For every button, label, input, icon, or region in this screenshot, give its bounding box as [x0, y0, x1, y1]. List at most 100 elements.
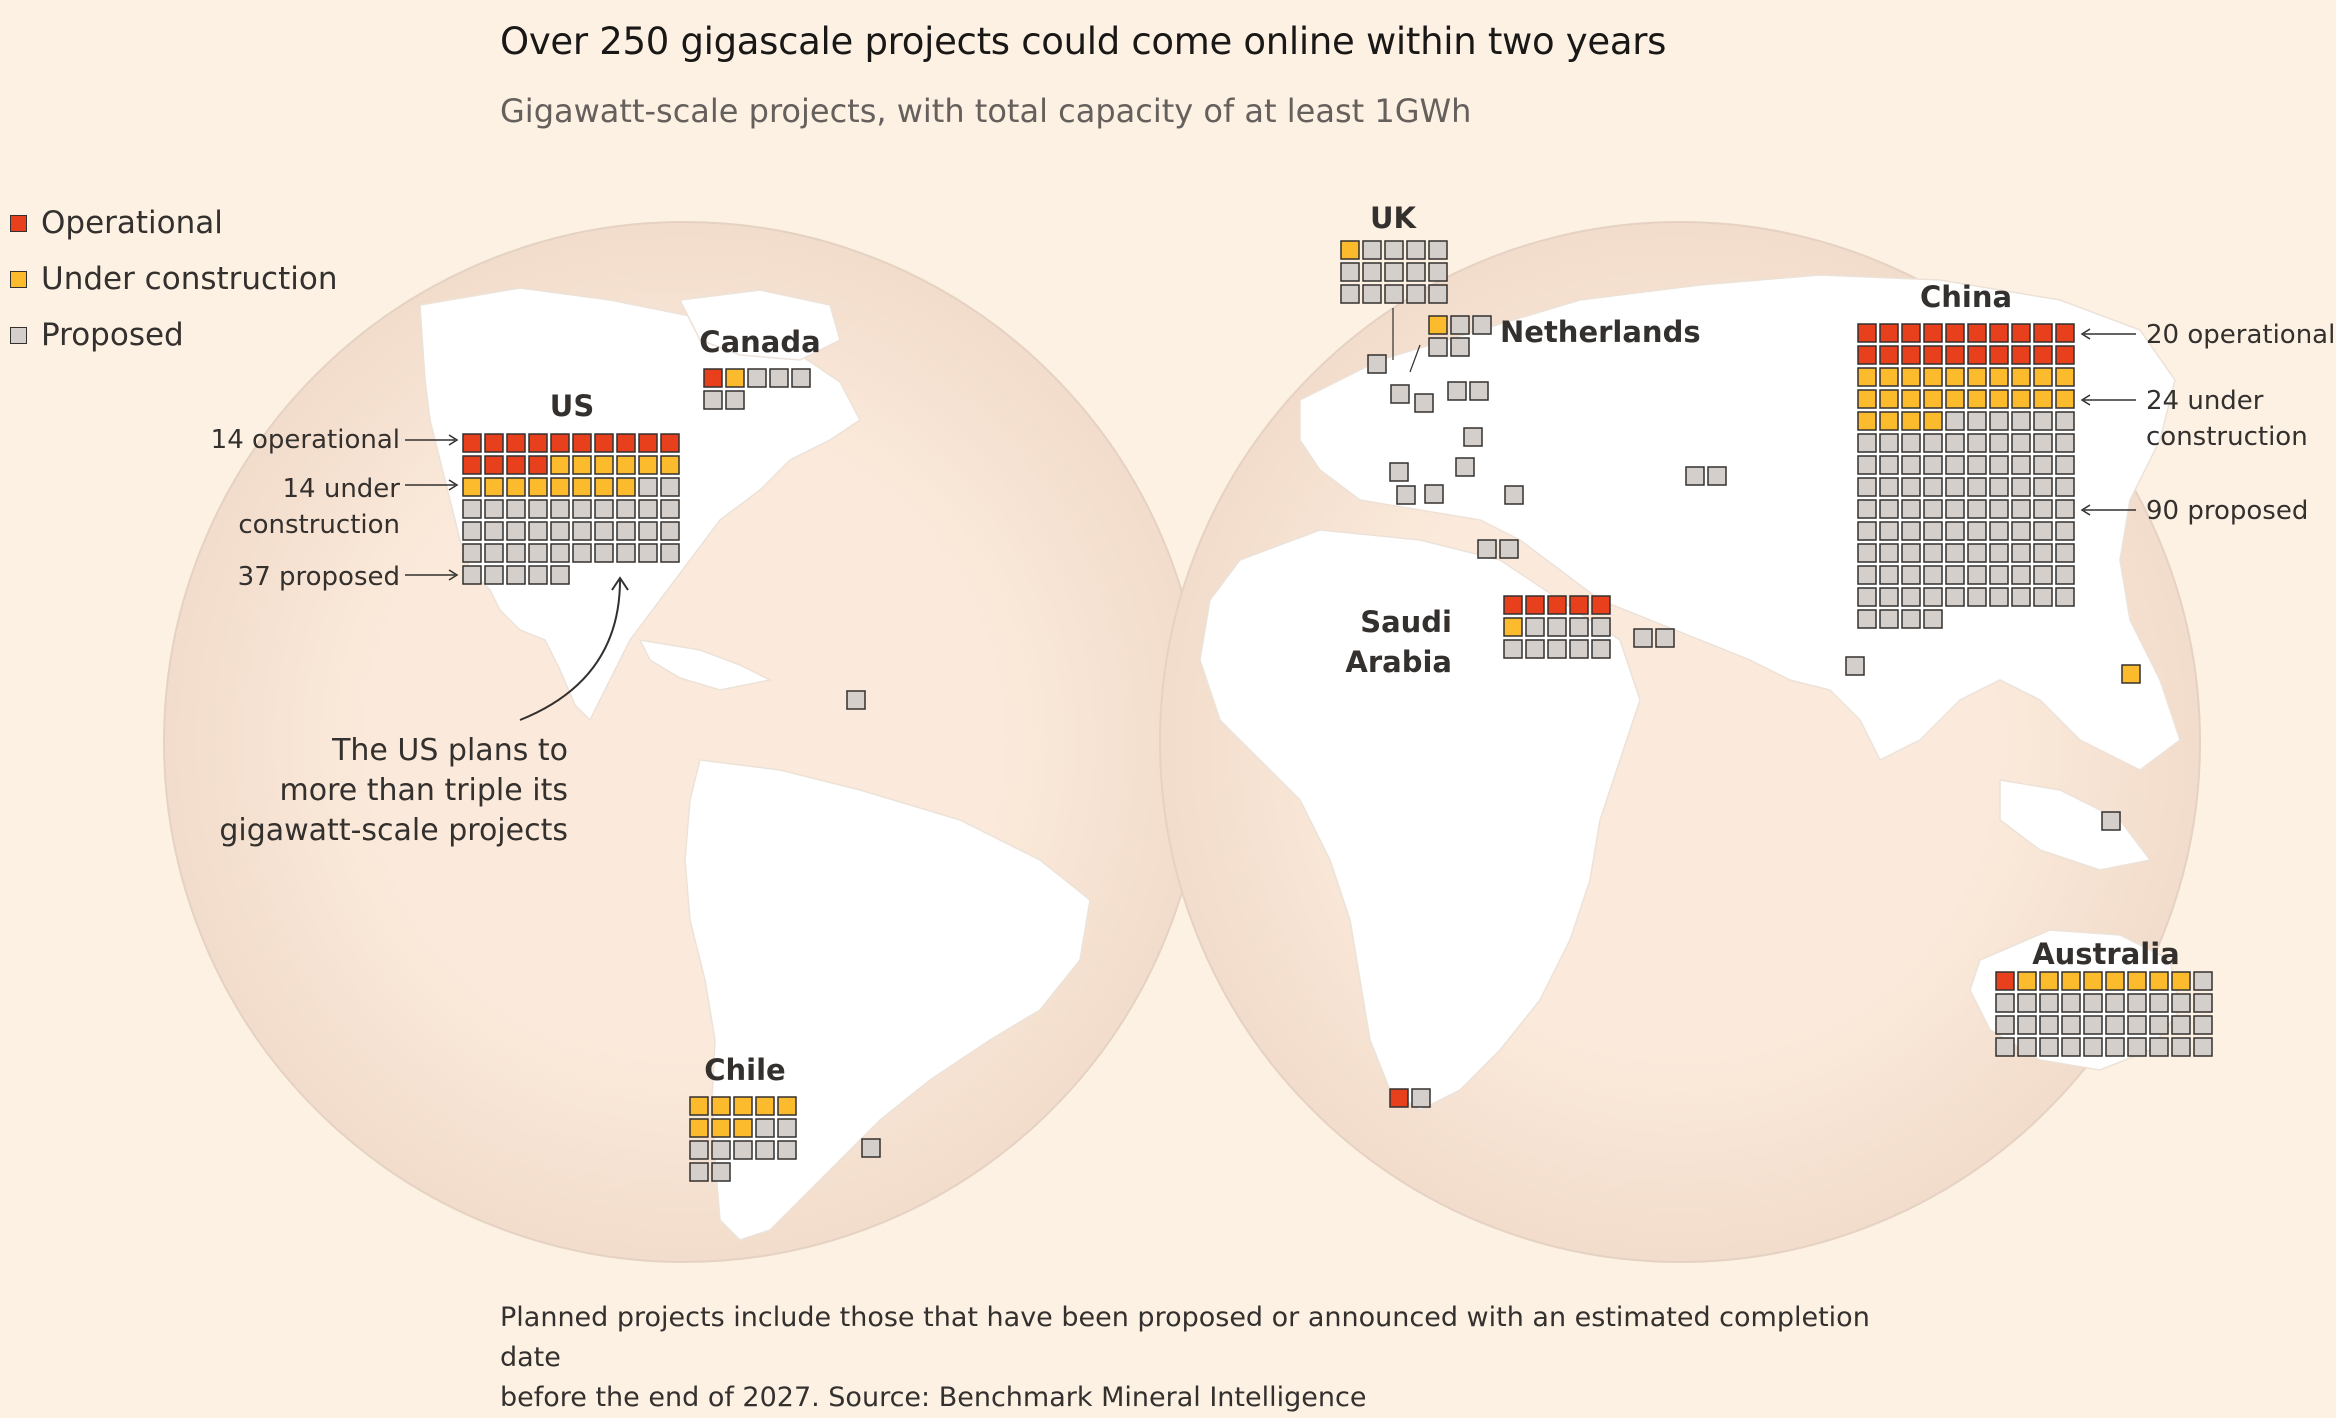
waffle-cell-china-proposed: [1945, 411, 1965, 431]
waffle-cell-us-under-construction: [484, 477, 504, 497]
waffle-cell-us-proposed: [638, 543, 658, 563]
waffle-cell-china-proposed: [1923, 587, 1943, 607]
waffle-cell-china-proposed: [1879, 477, 1899, 497]
waffle-cell-china-under-construction: [1901, 411, 1921, 431]
waffle-cell-china-under-construction: [1901, 367, 1921, 387]
chart-title: Over 250 gigascale projects could come o…: [500, 20, 1667, 63]
label-saudi-2: Arabia: [1345, 645, 1452, 679]
waffle-cell-china-proposed: [1857, 455, 1877, 475]
waffle-cell-china-operational: [1945, 345, 1965, 365]
waffle-cell-china-under-construction: [1945, 389, 1965, 409]
anno-us-note-2: more than triple its: [280, 773, 569, 808]
waffle-cell-us-under-construction: [528, 477, 548, 497]
waffle-cell-china-operational: [2011, 323, 2031, 343]
waffle-cell-china-operational: [2011, 345, 2031, 365]
waffle-cell-china-proposed: [1967, 521, 1987, 541]
waffle-cell-australia-proposed: [2149, 1037, 2169, 1057]
waffle-cell-chile-under-construction: [711, 1118, 731, 1138]
waffle-cell-china-under-construction: [2033, 367, 2053, 387]
waffle-cell-china-under-construction: [1967, 389, 1987, 409]
project-square-proposed: [1499, 539, 1519, 559]
waffle-cell-uk-proposed: [1406, 262, 1426, 282]
waffle-cell-china-proposed: [1989, 477, 2009, 497]
anno-us-operational: 14 operational: [211, 425, 400, 455]
waffle-cell-saudi-arabia-proposed: [1525, 639, 1545, 659]
legend-item-operational: Operational: [10, 195, 337, 251]
waffle-cell-china-proposed: [1879, 433, 1899, 453]
waffle-cell-australia-proposed: [2039, 993, 2059, 1013]
waffle-cell-china-proposed: [2033, 433, 2053, 453]
waffle-cell-china-proposed: [1967, 411, 1987, 431]
waffle-cell-us-proposed: [550, 543, 570, 563]
waffle-cell-australia-proposed: [2171, 993, 2191, 1013]
waffle-cell-china-proposed: [2055, 565, 2075, 585]
waffle-cell-china-under-construction: [1923, 411, 1943, 431]
waffle-cell-us-operational: [506, 455, 526, 475]
label-saudi-1: Saudi: [1360, 605, 1452, 639]
waffle-cell-uk-proposed: [1384, 262, 1404, 282]
project-square-under-construction: [2121, 664, 2141, 684]
waffle-cell-china-under-construction: [1945, 367, 1965, 387]
waffle-cell-australia-proposed: [2149, 1015, 2169, 1035]
waffle-cell-china-under-construction: [2055, 389, 2075, 409]
waffle-cell-chile-proposed: [689, 1140, 709, 1160]
waffle-cell-china-proposed: [2011, 455, 2031, 475]
legend-swatch-under-construction: [10, 270, 27, 288]
waffle-cell-china-proposed: [1989, 543, 2009, 563]
waffle-cell-uk-proposed: [1362, 262, 1382, 282]
footnote: Planned projects include those that have…: [500, 1298, 1900, 1418]
waffle-cell-china-operational: [2055, 323, 2075, 343]
waffle-cell-australia-proposed: [2127, 1015, 2147, 1035]
waffle-cell-australia-proposed: [2039, 1015, 2059, 1035]
waffle-cell-china-proposed: [1901, 587, 1921, 607]
waffle-cell-australia-proposed: [2017, 1037, 2037, 1057]
waffle-cell-china-operational: [1879, 323, 1899, 343]
legend-label-proposed: Proposed: [41, 317, 184, 353]
waffle-cell-china-under-construction: [1989, 389, 2009, 409]
waffle-cell-australia-under-construction: [2171, 971, 2191, 991]
project-square-proposed: [1424, 484, 1444, 504]
waffle-cell-us-under-construction: [572, 455, 592, 475]
waffle-cell-australia-under-construction: [2083, 971, 2103, 991]
waffle-cell-us-proposed: [484, 521, 504, 541]
waffle-cell-australia-proposed: [2171, 1015, 2191, 1035]
waffle-cell-australia-proposed: [1995, 993, 2015, 1013]
waffle-cell-china-proposed: [2055, 433, 2075, 453]
waffle-cell-china-proposed: [1923, 521, 1943, 541]
waffle-cell-china-proposed: [1945, 587, 1965, 607]
waffle-cell-china-proposed: [1945, 521, 1965, 541]
project-square-proposed: [1396, 485, 1416, 505]
waffle-cell-china-proposed: [2055, 455, 2075, 475]
china-annotations: 20 operational 24 under construction 90 …: [2080, 320, 2335, 526]
waffle-cell-uk-proposed: [1362, 240, 1382, 260]
waffle-cell-us-proposed: [484, 543, 504, 563]
waffle-grids: [462, 240, 2213, 1182]
waffle-cell-netherlands-proposed: [1472, 315, 1492, 335]
waffle-cell-us-proposed: [572, 543, 592, 563]
waffle-cell-uk-proposed: [1406, 284, 1426, 304]
waffle-cell-chile-proposed: [711, 1162, 731, 1182]
waffle-cell-china-proposed: [2033, 477, 2053, 497]
waffle-cell-china-under-construction: [1901, 389, 1921, 409]
waffle-cell-us-proposed: [528, 565, 548, 585]
project-square-proposed: [1685, 466, 1705, 486]
waffle-cell-chile-under-construction: [689, 1096, 709, 1116]
waffle-cell-us-proposed: [506, 543, 526, 563]
waffle-cell-china-operational: [1989, 323, 2009, 343]
waffle-cell-netherlands-proposed: [1428, 337, 1448, 357]
anno-china-proposed-arrowhead: [2080, 504, 2091, 516]
waffle-cell-china-operational: [1857, 323, 1877, 343]
waffle-cell-australia-under-construction: [2149, 971, 2169, 991]
waffle-cell-china-proposed: [1857, 609, 1877, 629]
waffle-cell-saudi-arabia-operational: [1591, 595, 1611, 615]
project-square-proposed: [1633, 628, 1653, 648]
waffle-cell-us-operational: [462, 455, 482, 475]
waffle-cell-australia-under-construction: [2105, 971, 2125, 991]
waffle-cell-china-proposed: [1901, 521, 1921, 541]
waffle-cell-us-proposed: [660, 499, 680, 519]
waffle-cell-us-proposed: [484, 565, 504, 585]
waffle-cell-china-proposed: [1923, 565, 1943, 585]
waffle-cell-china-operational: [1923, 323, 1943, 343]
waffle-cell-netherlands-under-construction: [1428, 315, 1448, 335]
waffle-saudi-arabia: [1503, 595, 1611, 659]
